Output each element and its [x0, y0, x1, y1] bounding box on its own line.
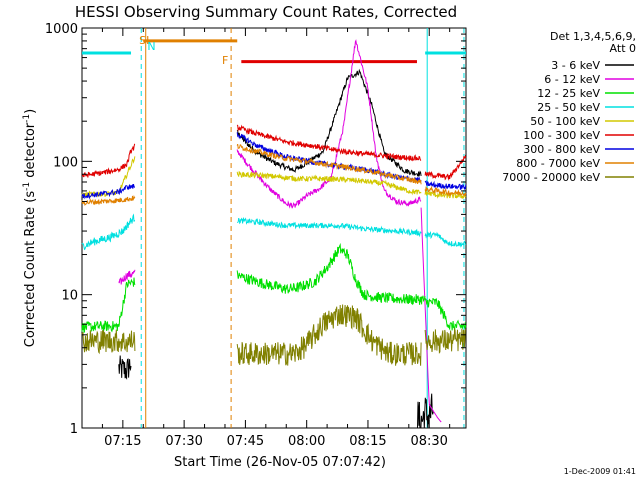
series-0-segment-1: [236, 68, 422, 177]
series-4-segment-1: [236, 170, 422, 196]
y-tick-label-0: 1: [70, 422, 78, 437]
series-6-segment-0: [81, 183, 135, 200]
annotation-f: F: [222, 54, 228, 67]
annotation-n: N: [147, 40, 155, 53]
y-axis-label-sup1: -1: [22, 182, 32, 191]
series-4-segment-2: [424, 190, 467, 200]
legend-header-att: Att 0: [610, 42, 636, 55]
y-tick-label-3: 1000: [45, 22, 78, 37]
series-lines: [81, 39, 467, 429]
series-5-segment-0: [81, 143, 136, 178]
x-tick-label-5: 08:30: [410, 434, 447, 449]
legend-label-4: 50 - 100 keV: [530, 115, 600, 128]
y-axis-label-mid: detector: [23, 122, 38, 182]
y-axis-label-end: ): [23, 109, 38, 114]
series-1-segment-1: [236, 39, 422, 209]
y-tick-label-1: 10: [61, 289, 78, 304]
x-axis-label: Start Time (26-Nov-05 07:07:42): [174, 455, 386, 470]
y-axis-label: Corrected Count Rate (s-1 detector-1): [22, 109, 38, 347]
series-7-segment-1: [236, 143, 422, 185]
y-axis: 1 10 100 1000: [45, 22, 466, 437]
chart-title: HESSI Observing Summary Count Rates, Cor…: [75, 3, 457, 21]
series-3-segment-0: [81, 213, 136, 251]
series-5-segment-1: [236, 124, 422, 162]
series-5-segment-2: [424, 154, 467, 181]
series-8-segment-2: [424, 327, 467, 354]
series-6-segment-2: [424, 180, 467, 191]
legend-header: Det 1,3,4,5,6,9,: [550, 30, 636, 43]
observing-bars: [82, 39, 466, 64]
legend-label-8: 7000 - 20000 keV: [502, 171, 600, 184]
series-8-segment-1: [236, 304, 422, 366]
series-3-segment-1: [237, 217, 422, 238]
series-2-segment-2: [424, 297, 467, 331]
legend-label-1: 6 - 12 keV: [544, 73, 600, 86]
series-8-segment-0: [81, 329, 136, 355]
series-2-segment-0: [81, 277, 136, 334]
y-tick-label-2: 100: [53, 155, 78, 170]
x-tick-label-2: 07:45: [227, 434, 264, 449]
x-tick-label-4: 08:15: [349, 434, 386, 449]
x-axis: 07:15 07:30 07:45 08:00 08:15 08:30: [81, 28, 451, 449]
x-tick-label-1: 07:30: [165, 434, 202, 449]
legend-label-3: 25 - 50 keV: [537, 101, 600, 114]
series-0-segment-0: [118, 355, 132, 380]
legend-label-2: 12 - 25 keV: [537, 87, 600, 100]
annotations: SIN F: [139, 34, 228, 67]
plot-frame: [81, 27, 467, 429]
series-1-segment-0: [118, 269, 136, 285]
y-axis-label-sup2: -1: [22, 114, 32, 123]
x-tick-label-3: 08:00: [288, 434, 325, 449]
annotation-si: SI: [139, 34, 149, 47]
y-axis-label-main: Corrected Count Rate (s: [23, 191, 38, 348]
series-0-segment-2: [417, 393, 434, 429]
series-2-segment-1: [236, 242, 426, 306]
series-7-segment-2: [424, 185, 467, 197]
series-7-segment-0: [81, 194, 136, 206]
series-3-segment-2: [424, 230, 467, 248]
series-1-segment-2: [420, 207, 442, 423]
x-tick-label-0: 07:15: [104, 434, 141, 449]
footer-timestamp: 1-Dec-2009 01:41: [564, 467, 636, 476]
legend-label-5: 100 - 300 keV: [523, 129, 600, 142]
legend-label-6: 300 - 800 keV: [523, 143, 600, 156]
legend-label-0: 3 - 6 keV: [551, 59, 600, 72]
interval-markers: [140, 28, 465, 428]
legend-label-7: 800 - 7000 keV: [516, 157, 600, 170]
